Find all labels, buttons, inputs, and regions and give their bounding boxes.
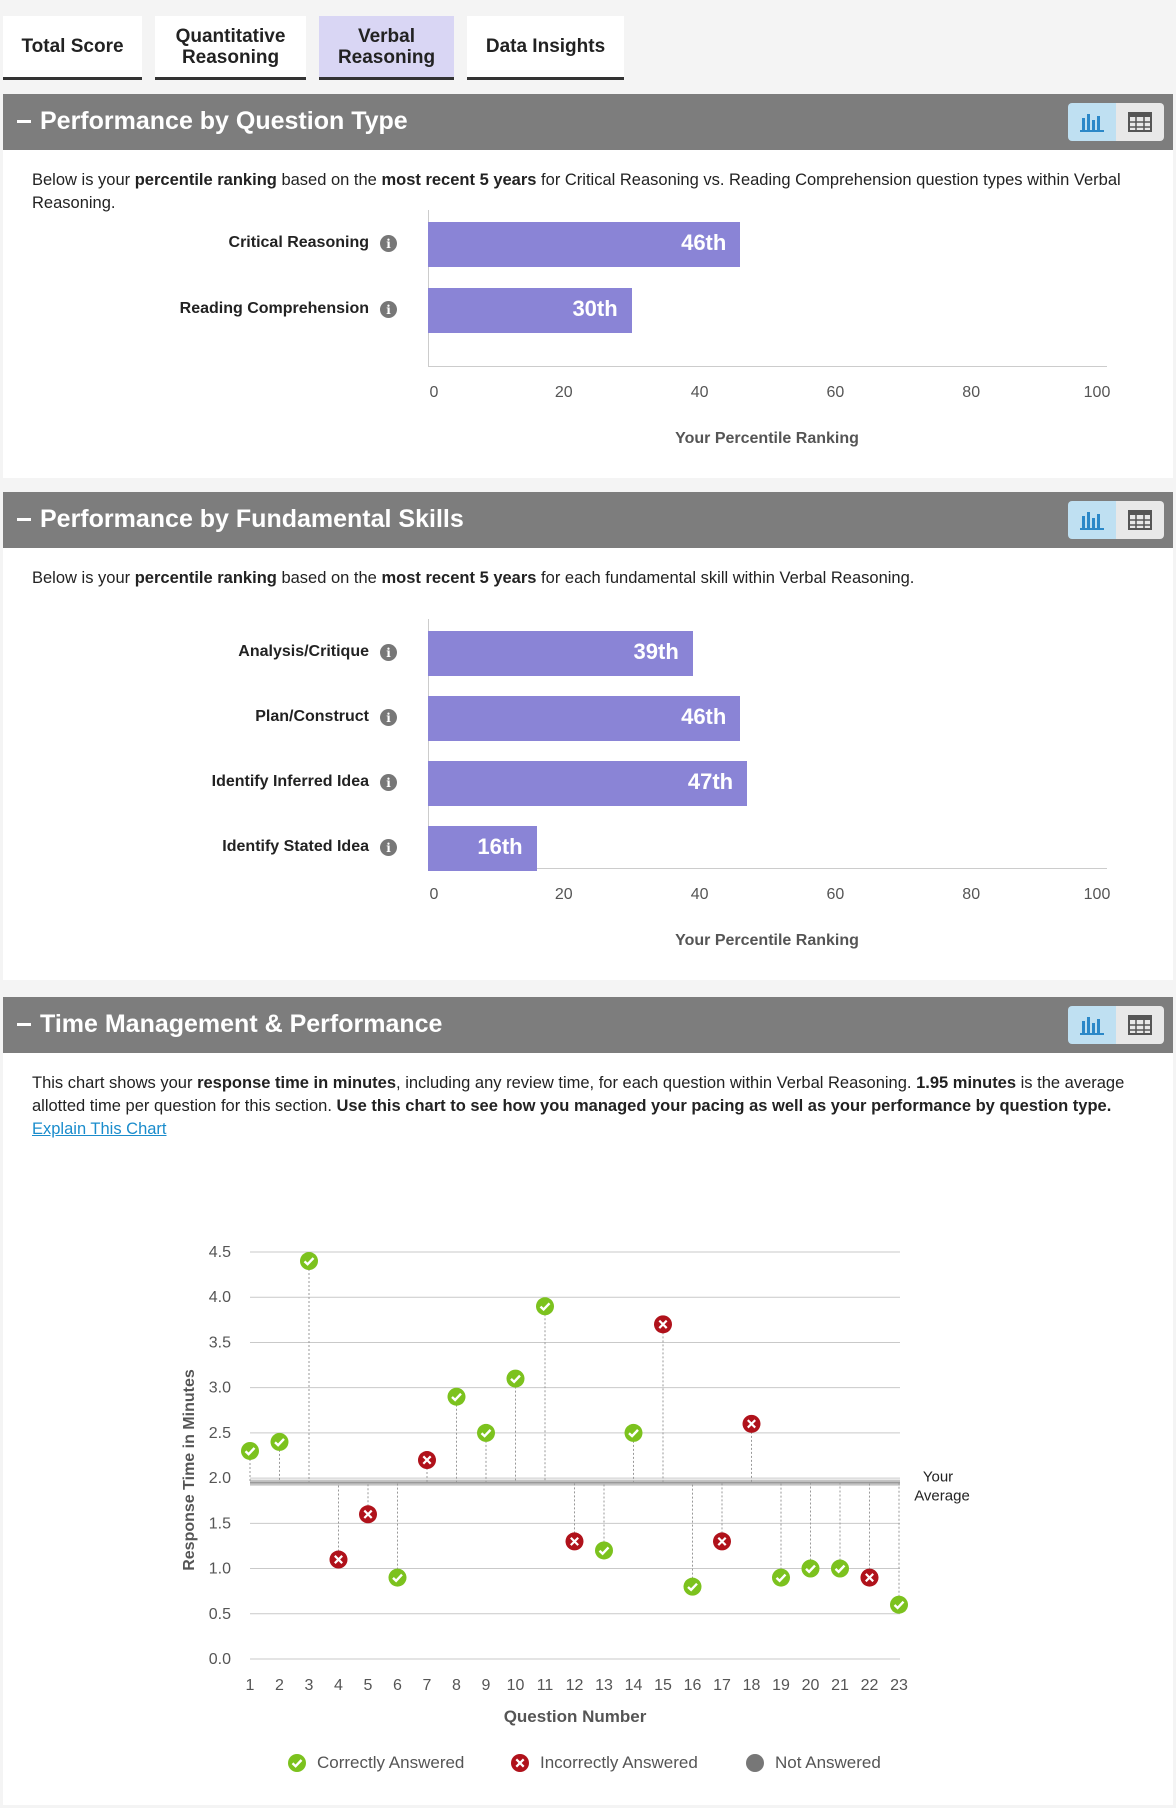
x-tick-label: 0 [429, 886, 439, 903]
collapse-icon[interactable] [17, 518, 31, 521]
y-axis-line [428, 619, 429, 868]
table-icon [1128, 1015, 1152, 1035]
x-axis-line [428, 366, 1107, 367]
question-type-chart: Critical Reasoning i 46th Reading Comprehen… [3, 94, 1173, 478]
view-toggle [1068, 1006, 1164, 1044]
table-view-button[interactable] [1116, 103, 1164, 141]
info-icon[interactable]: i [380, 301, 397, 318]
bar: 39th [428, 631, 693, 676]
panel-header: Performance by Fundamental Skills [3, 492, 1173, 548]
bar-value-label: 39th [633, 639, 679, 664]
x-tick-label: 40 [690, 886, 709, 903]
section-description: Below is your percentile ranking based o… [32, 569, 915, 587]
legend-incorrect: Incorrectly Answered [510, 1753, 698, 1773]
section-description: Below is your percentile ranking based o… [32, 171, 1121, 212]
bar-value-label: 47th [687, 769, 734, 794]
gray-circle-icon [746, 1754, 764, 1772]
x-tick-label: 60 [826, 886, 845, 903]
x-tick-label: 100 [1083, 886, 1111, 903]
table-view-button[interactable] [1116, 501, 1164, 539]
explain-chart-link[interactable]: Explain This Chart [32, 1120, 167, 1138]
x-tick-label: 80 [962, 886, 981, 903]
fundamental-skills-chart: Analysis/Critique i 39th Plan/Construct i 46t… [3, 492, 1173, 980]
legend-not-answered: Not Answered [745, 1753, 881, 1773]
table-view-button[interactable] [1116, 1006, 1164, 1044]
panel-header: Time Management & Performance [3, 997, 1173, 1053]
x-axis-title: Your Percentile Ranking [675, 430, 859, 447]
bar-value-label: 46th [681, 704, 727, 729]
tab-data-insights[interactable]: Data Insights [467, 16, 624, 80]
panel-fundamental-skills: Performance by Fundamental Skills Below … [3, 492, 1173, 980]
section-description: This chart shows your response time in m… [32, 1074, 1125, 1138]
bar: 16th [428, 826, 537, 871]
table-icon [1128, 112, 1152, 132]
info-icon[interactable]: i [380, 235, 397, 252]
tab-quantitative-reasoning[interactable]: Quantitative Reasoning [155, 16, 306, 80]
bar-category-label: Plan/Construct [255, 708, 369, 725]
chart-view-button[interactable] [1068, 1006, 1116, 1044]
bar-chart-icon [1080, 114, 1104, 132]
scatter-legend: Correctly Answered Incorrectly Answered … [0, 1753, 1176, 1783]
bar-category-label: Reading Comprehension [179, 300, 369, 317]
legend-correct: Correctly Answered [287, 1753, 464, 1773]
check-circle-icon [288, 1754, 306, 1772]
bar-category-label: Analysis/Critique [238, 643, 369, 660]
bar-value-label: 46th [681, 230, 727, 255]
panel-title: Time Management & Performance [40, 1010, 443, 1038]
collapse-icon[interactable] [17, 1023, 31, 1026]
tab-total-score[interactable]: Total Score [3, 16, 142, 80]
x-tick-label: 40 [690, 384, 709, 401]
x-circle-icon [511, 1754, 529, 1772]
bar: 46th [428, 222, 741, 267]
view-toggle [1068, 501, 1164, 539]
bar-category-label: Identify Inferred Idea [211, 773, 369, 790]
bar: 30th [428, 288, 632, 333]
table-icon [1128, 510, 1152, 530]
panel-header: Performance by Question Type [3, 94, 1173, 150]
x-tick-label: 20 [554, 384, 573, 401]
tab-verbal-reasoning[interactable]: Verbal Reasoning [319, 16, 454, 80]
collapse-icon[interactable] [17, 120, 31, 123]
x-tick-label: 100 [1083, 384, 1111, 401]
bar-value-label: 30th [572, 296, 618, 321]
info-icon[interactable]: i [380, 644, 397, 661]
x-tick-label: 80 [962, 384, 981, 401]
info-icon[interactable]: i [380, 839, 397, 856]
panel-time-management: Time Management & Performance This chart… [3, 997, 1173, 1805]
bar-chart-icon [1080, 512, 1104, 530]
x-tick-label: 0 [429, 384, 439, 401]
bar-value-label: 16th [477, 834, 523, 859]
x-axis-title: Your Percentile Ranking [675, 932, 859, 949]
panel-title: Performance by Question Type [40, 107, 408, 135]
bar: 47th [428, 761, 748, 806]
bar-category-label: Critical Reasoning [228, 234, 369, 251]
chart-view-button[interactable] [1068, 501, 1116, 539]
x-axis-line [428, 868, 1107, 869]
panel-title: Performance by Fundamental Skills [40, 505, 464, 533]
info-icon[interactable]: i [380, 774, 397, 791]
bar-chart-icon [1080, 1017, 1104, 1035]
bar-category-label: Identify Stated Idea [222, 838, 369, 855]
tab-bar: Total Score Quantitative Reasoning Verba… [0, 16, 1176, 82]
chart-view-button[interactable] [1068, 103, 1116, 141]
bar: 46th [428, 696, 741, 741]
x-tick-label: 20 [554, 886, 573, 903]
view-toggle [1068, 103, 1164, 141]
x-tick-label: 60 [826, 384, 845, 401]
info-icon[interactable]: i [380, 709, 397, 726]
panel-question-type: Performance by Question Type Below is yo… [3, 94, 1173, 478]
